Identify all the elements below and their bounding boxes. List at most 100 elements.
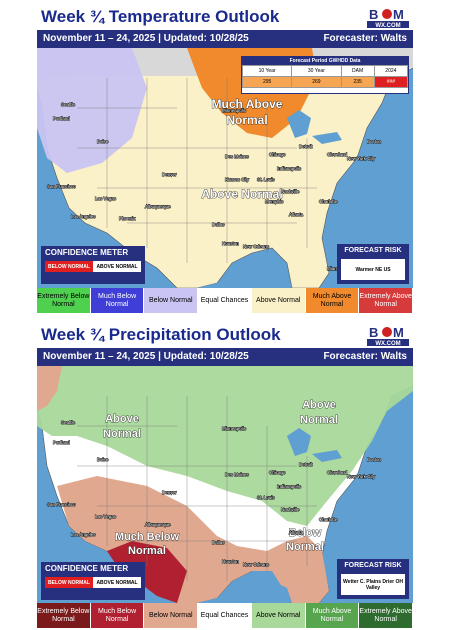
city-label: Seattle xyxy=(61,420,76,425)
gwhdd-grid: 10 Year 30 Year DAM 2024 295 269 235 ### xyxy=(241,65,409,88)
risk-heading: FORECAST RISK xyxy=(344,562,402,569)
city-label: Denver xyxy=(162,490,177,495)
precip-region-label-6: Normal xyxy=(128,545,166,557)
gwhdd-value: 235 xyxy=(340,76,375,88)
city-label: Boston xyxy=(367,139,382,144)
temp-region-label-1: Much Above xyxy=(212,97,283,111)
temperature-panel: Week ¾ Temperature Outlook B M WX.COM No… xyxy=(37,4,414,314)
city-label: San Francisco xyxy=(47,502,76,507)
precipitation-confidence-meter: CONFIDENCE METER BELOW NORMAL ABOVE NORM… xyxy=(41,562,145,600)
gwhdd-col: DAM xyxy=(340,65,375,77)
legend-item: Below Normal xyxy=(144,288,199,313)
bam-logo-icon: B M WX.COM xyxy=(367,7,409,29)
city-label: Des Moines xyxy=(225,154,250,159)
city-label: Indianapolis xyxy=(277,484,302,489)
confidence-left: BELOW NORMAL xyxy=(45,261,93,272)
precip-region-label-1: Above xyxy=(105,413,139,425)
gwhdd-value: 269 xyxy=(291,76,342,88)
city-label: St. Louis xyxy=(257,495,275,500)
confidence-left: BELOW NORMAL xyxy=(45,577,93,588)
city-label: Denver xyxy=(162,172,177,177)
precipitation-forecaster: Forecaster: Walts xyxy=(323,351,407,362)
city-label: Portland xyxy=(53,440,70,445)
city-label: St. Louis xyxy=(257,177,275,182)
legend-item: Extremely Above Normal xyxy=(359,288,414,313)
city-label: Minneapolis xyxy=(222,108,247,113)
city-label: Boston xyxy=(367,457,382,462)
svg-text:WX.COM: WX.COM xyxy=(375,23,400,29)
city-label: Atlanta xyxy=(289,212,304,217)
precip-region-label-7: Below xyxy=(289,527,322,539)
precip-region-label-8: Normal xyxy=(286,541,324,553)
precip-region-label-3: Above xyxy=(302,399,336,411)
temperature-forecast-risk: FORECAST RISK Warmer NE US xyxy=(337,244,409,284)
city-label: Indianapolis xyxy=(277,166,302,171)
legend-item: Extremely Above Normal xyxy=(359,603,414,628)
confidence-heading: CONFIDENCE METER xyxy=(45,248,129,257)
city-label: Nashville xyxy=(281,507,300,512)
legend-item: Equal Chances xyxy=(198,288,252,313)
city-label: Atlanta xyxy=(289,530,304,535)
temp-region-label-3: Above Normal xyxy=(201,187,282,201)
city-label: Cleveland xyxy=(327,470,348,475)
confidence-strip: BELOW NORMAL ABOVE NORMAL xyxy=(45,577,141,588)
temperature-confidence-meter: CONFIDENCE METER BELOW NORMAL ABOVE NORM… xyxy=(41,246,145,284)
temperature-map: Much Above Normal Above Normal Seattle P… xyxy=(37,48,413,288)
legend-item: Much Above Normal xyxy=(305,603,360,628)
city-label: Las Vegas xyxy=(95,196,117,201)
city-label: Los Angeles xyxy=(71,214,96,219)
city-label: Minneapolis xyxy=(222,426,247,431)
temperature-legend: Extremely Below Normal Much Below Normal… xyxy=(37,288,414,313)
svg-text:M: M xyxy=(393,325,404,340)
city-label: Albuquerque xyxy=(145,522,171,527)
legend-item: Extremely Below Normal xyxy=(37,288,91,313)
city-label: Las Vegas xyxy=(95,514,117,519)
city-label: New Orleans xyxy=(243,244,270,249)
city-label: Detroit xyxy=(299,144,313,149)
precipitation-title: Week ¾ Precipitation Outlook xyxy=(41,325,281,344)
precipitation-period: November 11 – 24, 2025 | Updated: 10/28/… xyxy=(43,351,249,362)
precip-region-label-4: Normal xyxy=(300,414,338,426)
temperature-info-bar: November 11 – 24, 2025 | Updated: 10/28/… xyxy=(37,30,413,48)
bam-logo-icon: B M WX.COM xyxy=(367,325,409,347)
precipitation-legend: Extremely Below Normal Much Below Normal… xyxy=(37,603,414,628)
temperature-period: November 11 – 24, 2025 | Updated: 10/28/… xyxy=(43,33,249,44)
gwhdd-col: 10 Year xyxy=(241,65,293,77)
svg-text:WX.COM: WX.COM xyxy=(375,341,400,347)
temp-region-label-2: Normal xyxy=(226,113,267,127)
city-label: Houston xyxy=(222,241,239,246)
city-label: Charlotte xyxy=(319,517,338,522)
confidence-right: ABOVE NORMAL xyxy=(93,261,141,272)
gwhdd-col: 30 Year xyxy=(291,65,342,77)
precip-region-label-5: Much Below xyxy=(115,531,180,543)
legend-item: Much Above Normal xyxy=(305,288,360,313)
city-label: New Orleans xyxy=(243,562,270,567)
precipitation-info-bar: November 11 – 24, 2025 | Updated: 10/28/… xyxy=(37,348,413,366)
gwhdd-col: 2024 xyxy=(373,65,409,77)
city-label: Miami xyxy=(327,266,339,271)
risk-heading: FORECAST RISK xyxy=(344,247,402,254)
gwhdd-header: Forecast Period GWHDD Data xyxy=(242,57,408,65)
legend-item: Extremely Below Normal xyxy=(37,603,91,628)
gwhdd-table: Forecast Period GWHDD Data 10 Year 30 Ye… xyxy=(241,56,409,94)
city-label: Dallas xyxy=(212,540,225,545)
precipitation-panel: Week ¾ Precipitation Outlook B M WX.COM … xyxy=(37,322,414,630)
city-label: Memphis xyxy=(265,199,284,204)
city-label: Chicago xyxy=(269,470,286,475)
gwhdd-value: 295 xyxy=(241,76,293,88)
legend-item: Above Normal xyxy=(251,288,306,313)
svg-text:B: B xyxy=(369,325,378,340)
city-label: Nashville xyxy=(281,189,300,194)
legend-item: Equal Chances xyxy=(198,603,252,628)
confidence-right: ABOVE NORMAL xyxy=(93,577,141,588)
legend-item: Above Normal xyxy=(251,603,306,628)
city-label: Detroit xyxy=(299,462,313,467)
city-label: Boise xyxy=(97,139,109,144)
city-label: Seattle xyxy=(61,102,76,107)
city-label: Charlotte xyxy=(319,199,338,204)
confidence-strip: BELOW NORMAL ABOVE NORMAL xyxy=(45,261,141,272)
precip-region-label-2: Normal xyxy=(103,428,141,440)
city-label: Houston xyxy=(222,559,239,564)
city-label: Kansas City xyxy=(225,177,250,182)
city-label: Albuquerque xyxy=(145,204,171,209)
